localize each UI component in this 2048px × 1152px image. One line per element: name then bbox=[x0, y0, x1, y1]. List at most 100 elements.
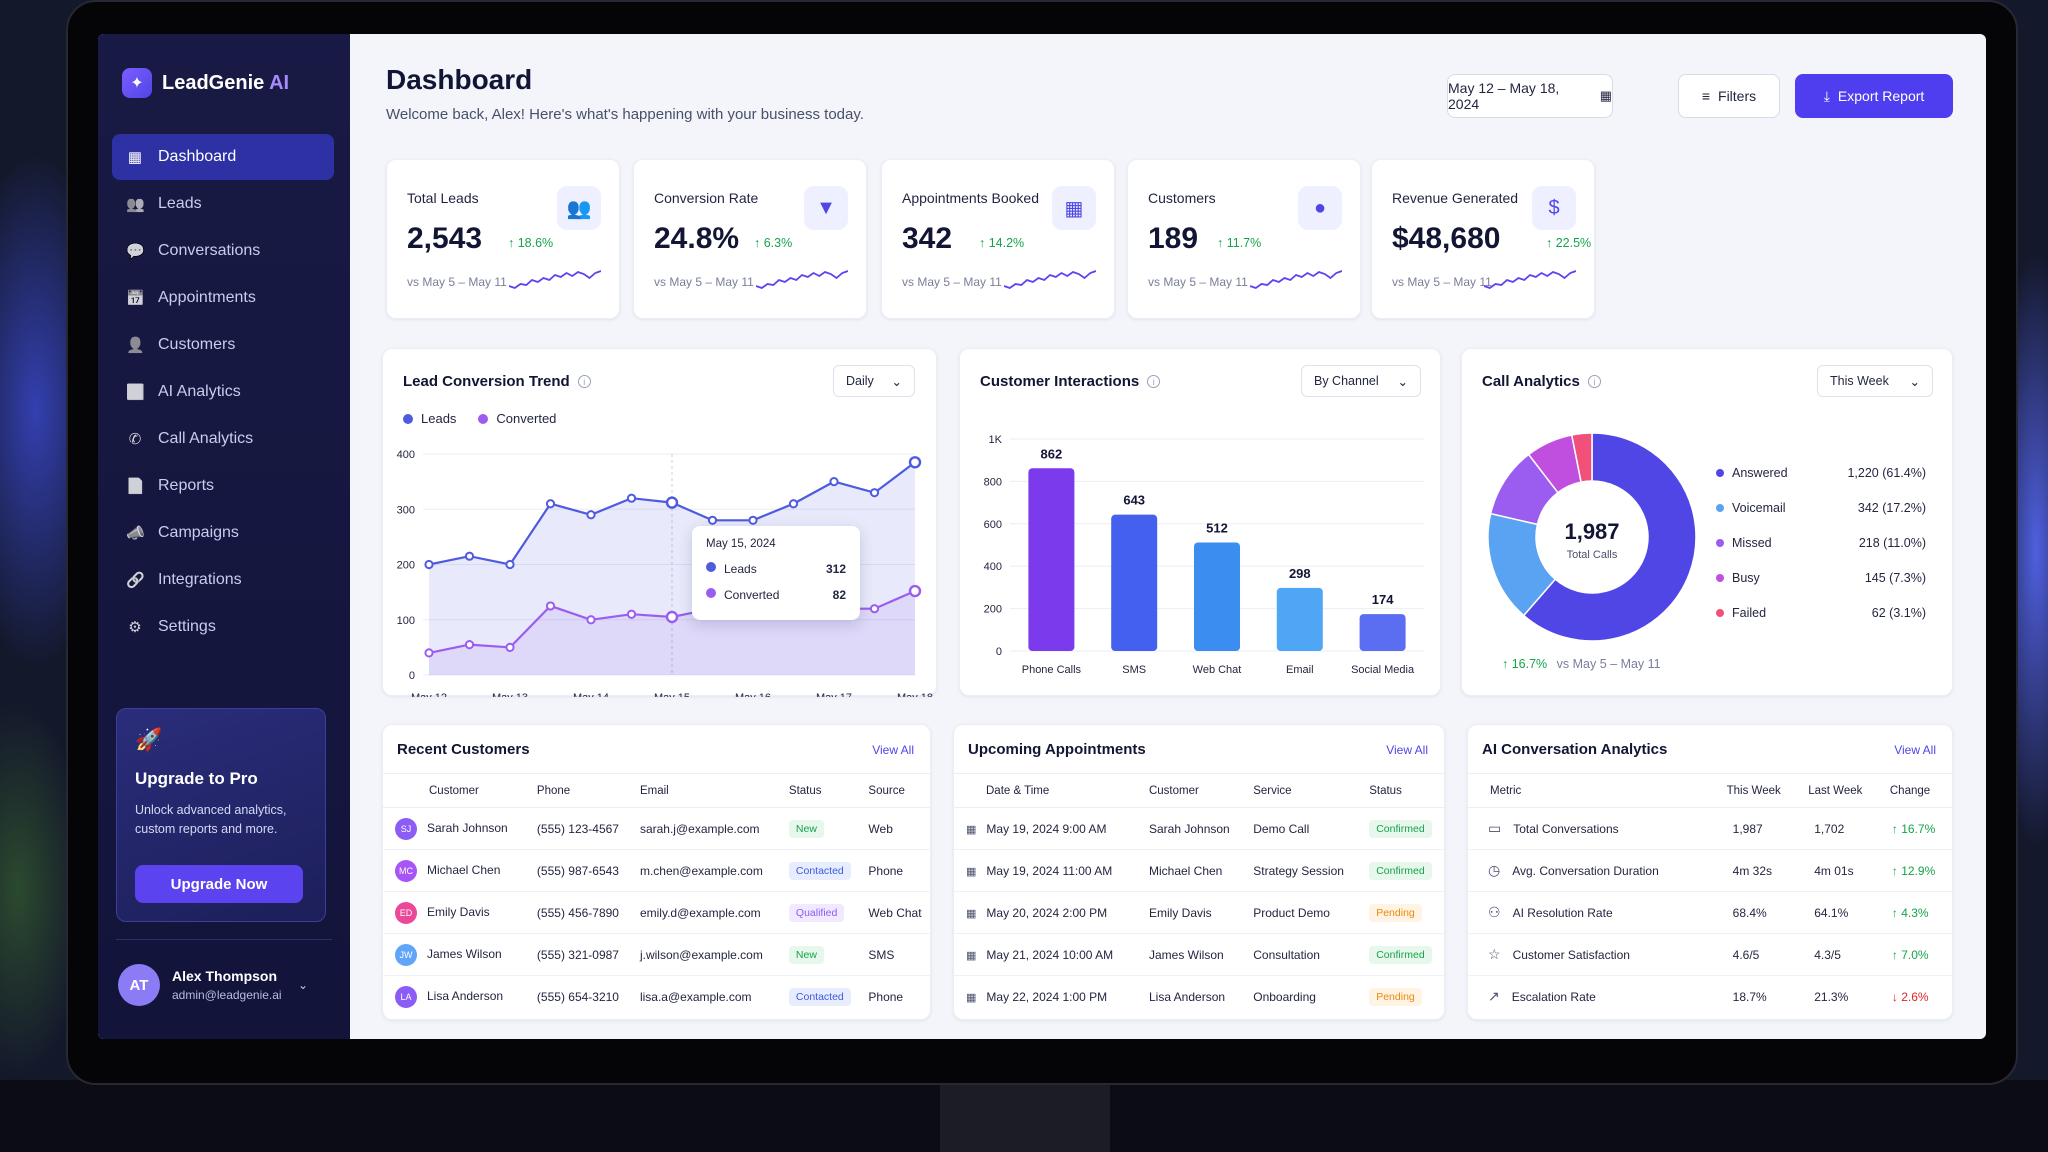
sidebar-item-call-analytics[interactable]: ✆ Call Analytics bbox=[112, 416, 334, 462]
column-header[interactable]: Status bbox=[780, 773, 861, 808]
table-row[interactable]: ↗ Escalation Rate 18.7% 21.3% ↓ 2.6% bbox=[1468, 976, 1952, 1018]
data-point[interactable] bbox=[505, 642, 515, 652]
status-cell: Confirmed bbox=[1361, 933, 1444, 976]
table-row[interactable]: ◷ Avg. Conversation Duration 4m 32s 4m 01s ↑… bbox=[1468, 849, 1952, 892]
data-point[interactable] bbox=[586, 615, 596, 625]
table-row[interactable]: ▦ May 20, 2024 2:00 PM Emily Davis Product … bbox=[954, 891, 1444, 934]
column-header[interactable]: Metric bbox=[1468, 773, 1719, 808]
info-icon[interactable]: i bbox=[1147, 375, 1161, 388]
data-point[interactable] bbox=[545, 601, 556, 611]
legend-value: 62 (3.1%) bbox=[1871, 605, 1926, 620]
column-header[interactable]: Service bbox=[1245, 773, 1362, 808]
table-row[interactable]: ☆ Customer Satisfaction 4.6/5 4.3/5 ↑ 7.0% bbox=[1468, 933, 1952, 976]
slice-failed[interactable] bbox=[1570, 432, 1593, 483]
data-point[interactable] bbox=[464, 640, 475, 650]
legend-item-answered[interactable]: Answered 1,220 (61.4%) bbox=[1716, 455, 1926, 490]
data-point[interactable] bbox=[829, 477, 839, 487]
filters-button[interactable]: ≡ Filters bbox=[1678, 74, 1780, 118]
column-header[interactable]: Last Week bbox=[1800, 773, 1882, 808]
data-point[interactable] bbox=[424, 648, 434, 658]
legend-item-missed[interactable]: Missed 218 (11.0%) bbox=[1716, 525, 1926, 560]
table-row[interactable]: ▦ May 19, 2024 9:00 AM Sarah Johnson Demo C… bbox=[954, 807, 1444, 850]
bar-email[interactable] bbox=[1276, 587, 1323, 651]
data-point[interactable] bbox=[424, 559, 434, 570]
sidebar-item-settings[interactable]: ⚙ Settings bbox=[112, 604, 334, 650]
legend-item-leads[interactable]: Leads bbox=[403, 411, 456, 426]
user-profile[interactable]: AT Alex Thompson admin@leadgenie.ai ⌄ bbox=[118, 964, 328, 1006]
column-header[interactable]: Change bbox=[1881, 773, 1952, 808]
data-point[interactable] bbox=[626, 493, 637, 503]
legend-item-failed[interactable]: Failed 62 (3.1%) bbox=[1716, 595, 1926, 630]
channel-dropdown[interactable]: By Channel ⌄ bbox=[1301, 365, 1421, 397]
sidebar-item-conversations[interactable]: 💬 Conversations bbox=[112, 228, 334, 274]
table-row[interactable]: MC Michael Chen (555) 987-6543 m.chen@examp… bbox=[383, 849, 930, 892]
kpi-sparkline bbox=[1004, 270, 1096, 290]
appointment-service: Demo Call bbox=[1245, 807, 1362, 850]
column-header[interactable]: Customer bbox=[1140, 773, 1246, 808]
data-point[interactable] bbox=[869, 488, 880, 498]
table-row[interactable]: JW James Wilson (555) 321-0987 j.wilson@exa… bbox=[383, 933, 930, 976]
sidebar-item-customers[interactable]: 👤 Customers bbox=[112, 322, 334, 368]
user-icon: ● bbox=[1298, 186, 1342, 230]
promo-text: Unlock advanced analytics, custom report… bbox=[135, 803, 287, 836]
column-header[interactable]: Phone bbox=[524, 773, 632, 808]
table-row[interactable]: SJ Sarah Johnson (555) 123-4567 sarah.j@exa… bbox=[383, 807, 930, 850]
column-header[interactable]: Date & Time bbox=[954, 773, 1141, 808]
table-row[interactable]: ▦ May 21, 2024 10:00 AM James Wilson Consul… bbox=[954, 933, 1444, 976]
data-point[interactable] bbox=[505, 559, 515, 570]
legend-item-busy[interactable]: Busy 145 (7.3%) bbox=[1716, 560, 1926, 595]
slice-answered[interactable] bbox=[1522, 432, 1697, 642]
view-all-link[interactable]: View All bbox=[872, 743, 914, 757]
bar-social-media[interactable] bbox=[1359, 614, 1406, 651]
data-point[interactable] bbox=[748, 515, 758, 525]
table-row[interactable]: LA Lisa Anderson (555) 654-3210 lisa.a@exam… bbox=[383, 976, 930, 1018]
legend-item-voicemail[interactable]: Voicemail 342 (17.2%) bbox=[1716, 490, 1926, 525]
column-header[interactable]: Status bbox=[1361, 773, 1444, 808]
view-all-link[interactable]: View All bbox=[1894, 743, 1936, 757]
table-row[interactable]: ⚇ AI Resolution Rate 68.4% 64.1% ↑ 4.3% bbox=[1468, 891, 1952, 934]
data-point[interactable] bbox=[626, 609, 637, 619]
upgrade-now-button[interactable]: Upgrade Now bbox=[135, 865, 303, 903]
info-icon[interactable]: i bbox=[577, 375, 591, 388]
column-header[interactable]: Source bbox=[860, 773, 930, 808]
table-row[interactable]: ▦ May 22, 2024 1:00 PM Lisa Anderson Onboar… bbox=[954, 976, 1444, 1018]
info-icon[interactable]: i bbox=[1587, 375, 1601, 388]
table-row[interactable]: ED Emily Davis (555) 456-7890 emily.d@examp… bbox=[383, 891, 930, 934]
call-period-dropdown[interactable]: This Week ⌄ bbox=[1817, 365, 1933, 397]
bar-phone-calls[interactable] bbox=[1028, 468, 1075, 651]
data-point[interactable] bbox=[545, 499, 556, 509]
view-all-link[interactable]: View All bbox=[1386, 743, 1428, 757]
y-tick-label: 0 bbox=[409, 670, 415, 682]
card-title: Customer Interactions i bbox=[980, 373, 1161, 390]
data-point[interactable] bbox=[869, 604, 880, 614]
sidebar-item-reports[interactable]: 📄 Reports bbox=[112, 463, 334, 509]
column-header[interactable]: This Week bbox=[1718, 773, 1801, 808]
table-row[interactable]: ▭ Total Conversations 1,987 1,702 ↑ 16.7% bbox=[1468, 807, 1952, 850]
sidebar-item-leads[interactable]: 👥 Leads bbox=[112, 181, 334, 227]
chat-icon: ▭ bbox=[1488, 820, 1502, 836]
sidebar-item-integrations[interactable]: 🔗 Integrations bbox=[112, 557, 334, 603]
data-point[interactable] bbox=[665, 610, 679, 624]
legend-item-converted[interactable]: Converted bbox=[478, 411, 556, 426]
data-point[interactable] bbox=[586, 510, 596, 520]
data-point[interactable] bbox=[707, 515, 718, 525]
table-row[interactable]: ▦ May 19, 2024 11:00 AM Michael Chen Strate… bbox=[954, 849, 1444, 892]
logo[interactable]: ✦ LeadGenie AI bbox=[122, 68, 289, 98]
column-header[interactable]: Email bbox=[631, 773, 781, 808]
data-point[interactable] bbox=[908, 456, 922, 469]
bar-web-chat[interactable] bbox=[1194, 542, 1240, 651]
trend-period-dropdown[interactable]: Daily ⌄ bbox=[833, 365, 915, 397]
data-point[interactable] bbox=[908, 584, 922, 598]
data-point[interactable] bbox=[665, 496, 679, 509]
sidebar-item-campaigns[interactable]: 📣 Campaigns bbox=[112, 510, 334, 556]
chevron-down-icon[interactable]: ⌄ bbox=[298, 978, 309, 992]
sidebar-item-appointments[interactable]: 📅 Appointments bbox=[112, 275, 334, 321]
data-point[interactable] bbox=[788, 499, 799, 509]
date-range-picker[interactable]: May 12 – May 18, 2024 ▦ bbox=[1447, 74, 1613, 118]
export-report-button[interactable]: ⤓ Export Report bbox=[1795, 74, 1953, 118]
bar-sms[interactable] bbox=[1111, 514, 1158, 651]
column-header[interactable]: Customer bbox=[383, 773, 525, 808]
data-point[interactable] bbox=[464, 551, 475, 561]
sidebar-item-ai-analytics[interactable]: 📶 AI Analytics bbox=[112, 369, 334, 415]
sidebar-item-dashboard[interactable]: ▦ Dashboard bbox=[112, 134, 334, 180]
